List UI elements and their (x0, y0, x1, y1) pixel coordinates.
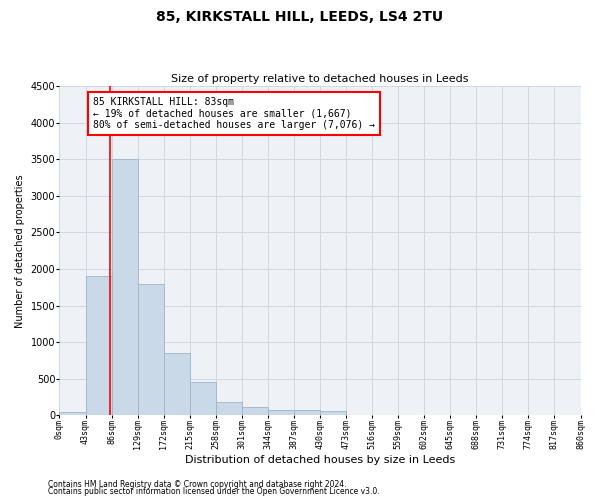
X-axis label: Distribution of detached houses by size in Leeds: Distribution of detached houses by size … (185, 455, 455, 465)
Bar (137, 284, 164, 416)
Text: Contains public sector information licensed under the Open Government Licence v3: Contains public sector information licen… (48, 487, 380, 496)
Text: 85 KIRKSTALL HILL: 83sqm
← 19% of detached houses are smaller (1,667)
80% of sem: 85 KIRKSTALL HILL: 83sqm ← 19% of detach… (93, 97, 375, 130)
Bar (242, 407, 268, 416)
Bar (190, 382, 216, 416)
Bar (268, 410, 294, 416)
Title: Size of property relative to detached houses in Leeds: Size of property relative to detached ho… (171, 74, 469, 84)
Y-axis label: Number of detached properties: Number of detached properties (15, 174, 25, 328)
Bar (86, 276, 112, 415)
Text: Contains HM Land Registry data © Crown copyright and database right 2024.: Contains HM Land Registry data © Crown c… (48, 480, 347, 489)
Text: 85, KIRKSTALL HILL, LEEDS, LS4 2TU: 85, KIRKSTALL HILL, LEEDS, LS4 2TU (157, 10, 443, 24)
Bar (164, 353, 190, 416)
Bar (112, 160, 137, 416)
Bar (216, 402, 242, 415)
Bar (59, 412, 86, 416)
Bar (294, 410, 320, 416)
Bar (320, 411, 346, 416)
